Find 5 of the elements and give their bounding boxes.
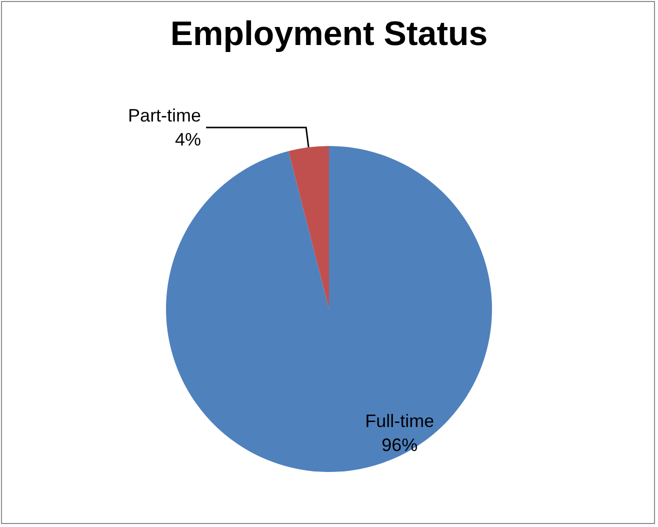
slice-label: Full-time xyxy=(365,410,434,431)
data-label: 96% xyxy=(382,434,418,455)
chart-title: Employment Status xyxy=(170,15,488,53)
data-label: 4% xyxy=(175,129,202,150)
slice-label: Part-time xyxy=(128,105,202,126)
